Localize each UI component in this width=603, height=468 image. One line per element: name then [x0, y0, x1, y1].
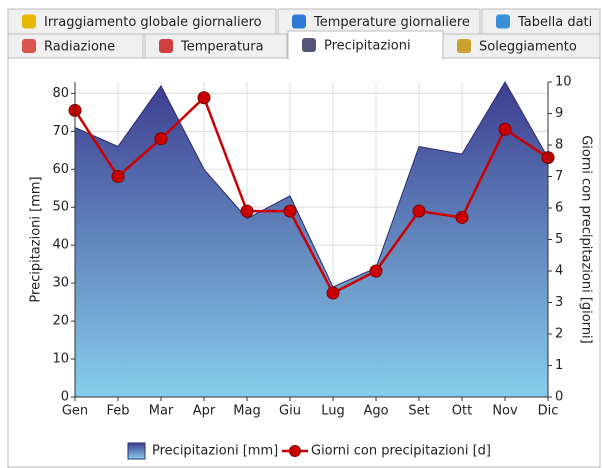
y2-tick-label: 5: [555, 232, 563, 247]
tab-label: Precipitazioni: [324, 39, 411, 54]
tab[interactable]: Radiazione: [7, 33, 144, 59]
y-tick-label: 80: [52, 86, 69, 101]
marker: [498, 122, 512, 136]
tab[interactable]: Temperatura: [144, 33, 288, 59]
marker: [412, 204, 426, 218]
y-tick-label: 30: [52, 276, 69, 291]
y2-tick-label: 8: [555, 138, 563, 153]
legend-item: Giorni con precipitazioni [d]: [282, 444, 491, 459]
x-tick-label: Set: [408, 404, 429, 419]
y-tick-label: 50: [52, 200, 69, 215]
tab-icon: [496, 14, 510, 29]
y2-tick-label: 7: [555, 169, 563, 184]
y-tick-label: 10: [52, 352, 69, 367]
x-tick-label: Dic: [538, 404, 559, 419]
y2-tick-label: 10: [555, 75, 572, 90]
y-tick-label: 60: [52, 162, 69, 177]
tab-icon: [292, 14, 306, 29]
y2-tick-label: 0: [555, 390, 563, 405]
tab-label: Irraggiamento globale giornaliero: [44, 15, 262, 30]
y2-tick-label: 3: [555, 295, 563, 310]
y2-axis-title: Giorni con precipitazioni [giorni]: [579, 135, 594, 344]
marker: [154, 132, 168, 146]
tab-label: Soleggiamento: [479, 40, 577, 55]
y2-tick-label: 9: [555, 106, 563, 121]
tab[interactable]: Irraggiamento globale giornaliero: [7, 8, 277, 35]
tab-join: [289, 57, 442, 60]
tab-icon: [159, 39, 173, 53]
marker: [283, 204, 297, 218]
tab[interactable]: Tabella dati: [481, 8, 601, 35]
tab-label: Radiazione: [44, 40, 115, 55]
marker: [326, 286, 340, 300]
tab-background: [7, 8, 277, 35]
legend-label: Giorni con precipitazioni [d]: [311, 444, 491, 459]
y-tick-label: 70: [52, 124, 69, 139]
y2-tick-label: 6: [555, 201, 563, 216]
tab-icon: [22, 39, 36, 53]
y2-tick-label: 2: [555, 327, 563, 342]
tab-icon: [302, 38, 316, 52]
x-tick-label: Lug: [321, 404, 345, 419]
x-tick-label: Mag: [233, 404, 260, 419]
tab-background: [277, 8, 481, 35]
y-tick-label: 40: [52, 238, 69, 253]
marker: [197, 91, 211, 105]
y2-tick-label: 4: [555, 264, 563, 279]
y2-tick-label: 1: [555, 358, 563, 373]
tab[interactable]: Precipitazioni: [287, 30, 444, 60]
tab-label: Temperature giornaliere: [313, 15, 470, 30]
chart: 0 10 20 30 40 50 60 70 80 0 1 2 3 4 5 6 7 8 9 10 Gen Feb Mar Ap…: [29, 75, 594, 460]
legend-marker: [289, 445, 301, 457]
x-tick-label: Nov: [492, 404, 518, 419]
x-tick-label: Giu: [279, 404, 301, 419]
tab[interactable]: Soleggiamento: [442, 33, 601, 59]
tab[interactable]: Temperature giornaliere: [277, 8, 481, 35]
x-tick-label: Apr: [193, 404, 216, 419]
tab-icon: [22, 14, 36, 29]
x-tick-label: Ott: [452, 404, 472, 419]
x-tick-label: Ago: [363, 404, 388, 419]
tab-label: Temperatura: [180, 40, 264, 55]
tab-label: Tabella dati: [517, 15, 592, 30]
y-tick-label: 0: [61, 390, 69, 405]
tab-icon: [457, 39, 471, 53]
x-tick-label: Mar: [149, 404, 174, 419]
legend-item: Precipitazioni [mm]: [127, 442, 278, 460]
marker: [455, 210, 469, 224]
marker: [369, 264, 383, 278]
x-tick-label: Gen: [62, 404, 88, 419]
line: [73, 95, 549, 295]
marker: [111, 170, 125, 183]
y-axis-title: Precipitazioni [mm]: [29, 176, 44, 302]
marker: [240, 204, 254, 218]
y-tick-label: 20: [52, 314, 69, 329]
x-tick-label: Feb: [106, 404, 129, 419]
tab-strip: Irraggiamento globale giornaliero Tempera…: [7, 8, 601, 60]
legend-swatch: [127, 442, 146, 460]
legend-label: Precipitazioni [mm]: [152, 444, 278, 459]
